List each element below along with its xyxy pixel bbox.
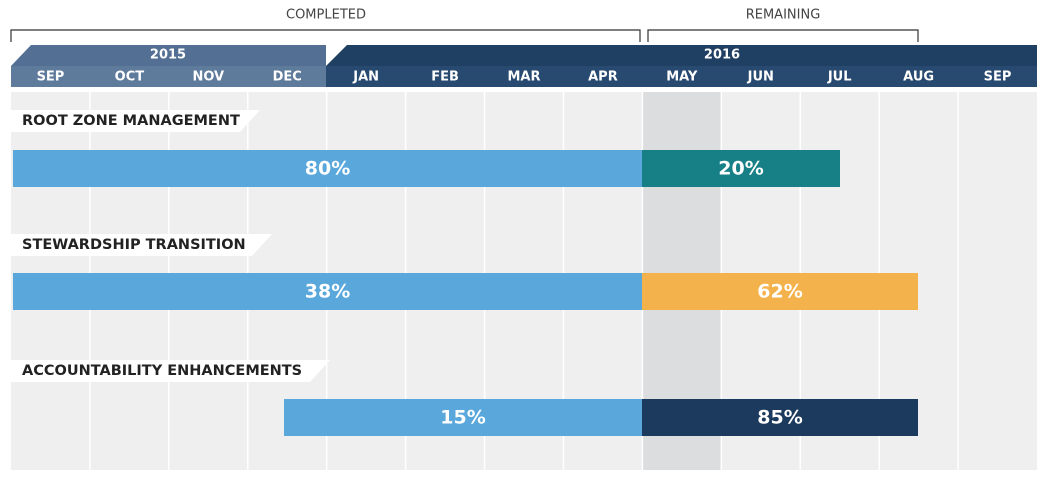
task-tag xyxy=(11,234,272,256)
bracket-label: COMPLETED xyxy=(286,8,366,23)
remaining-label: 62% xyxy=(757,281,802,303)
completed-label: 15% xyxy=(440,407,485,429)
month-label: MAR xyxy=(507,70,540,85)
month-label: JUL xyxy=(827,70,852,85)
bracket xyxy=(10,29,641,42)
month-label: JUN xyxy=(747,70,774,85)
task-label: STEWARDSHIP TRANSITION xyxy=(22,237,246,253)
month-label: JAN xyxy=(352,70,379,85)
month-label: AUG xyxy=(903,70,934,85)
completed-label: 80% xyxy=(305,158,350,180)
bracket xyxy=(647,29,919,42)
month-label: SEP xyxy=(984,70,1012,85)
month-label: DEC xyxy=(273,70,302,85)
month-label: APR xyxy=(588,70,618,85)
remaining-bar xyxy=(642,150,840,187)
year-label: 2016 xyxy=(704,48,740,63)
task-tag xyxy=(11,360,330,382)
remaining-bar xyxy=(642,273,918,310)
completed-bar xyxy=(284,399,642,436)
year-band xyxy=(11,45,326,66)
completed-label: 38% xyxy=(305,281,350,303)
year-label: 2015 xyxy=(150,48,186,63)
task-tag xyxy=(11,110,260,132)
month-label: MAY xyxy=(666,70,698,85)
month-band xyxy=(326,66,1037,87)
bracket-label: REMAINING xyxy=(746,8,821,23)
task-label: ACCOUNTABILITY ENHANCEMENTS xyxy=(22,363,302,379)
remaining-label: 20% xyxy=(718,158,763,180)
remaining-label: 85% xyxy=(757,407,802,429)
remaining-bar xyxy=(642,399,918,436)
month-label: FEB xyxy=(431,70,459,85)
month-band xyxy=(11,66,326,87)
completed-bar xyxy=(13,150,642,187)
month-label: SEP xyxy=(37,70,65,85)
month-label: NOV xyxy=(192,70,224,85)
completed-bar xyxy=(13,273,642,310)
month-label: OCT xyxy=(115,70,145,85)
task-label: ROOT ZONE MANAGEMENT xyxy=(22,113,240,129)
